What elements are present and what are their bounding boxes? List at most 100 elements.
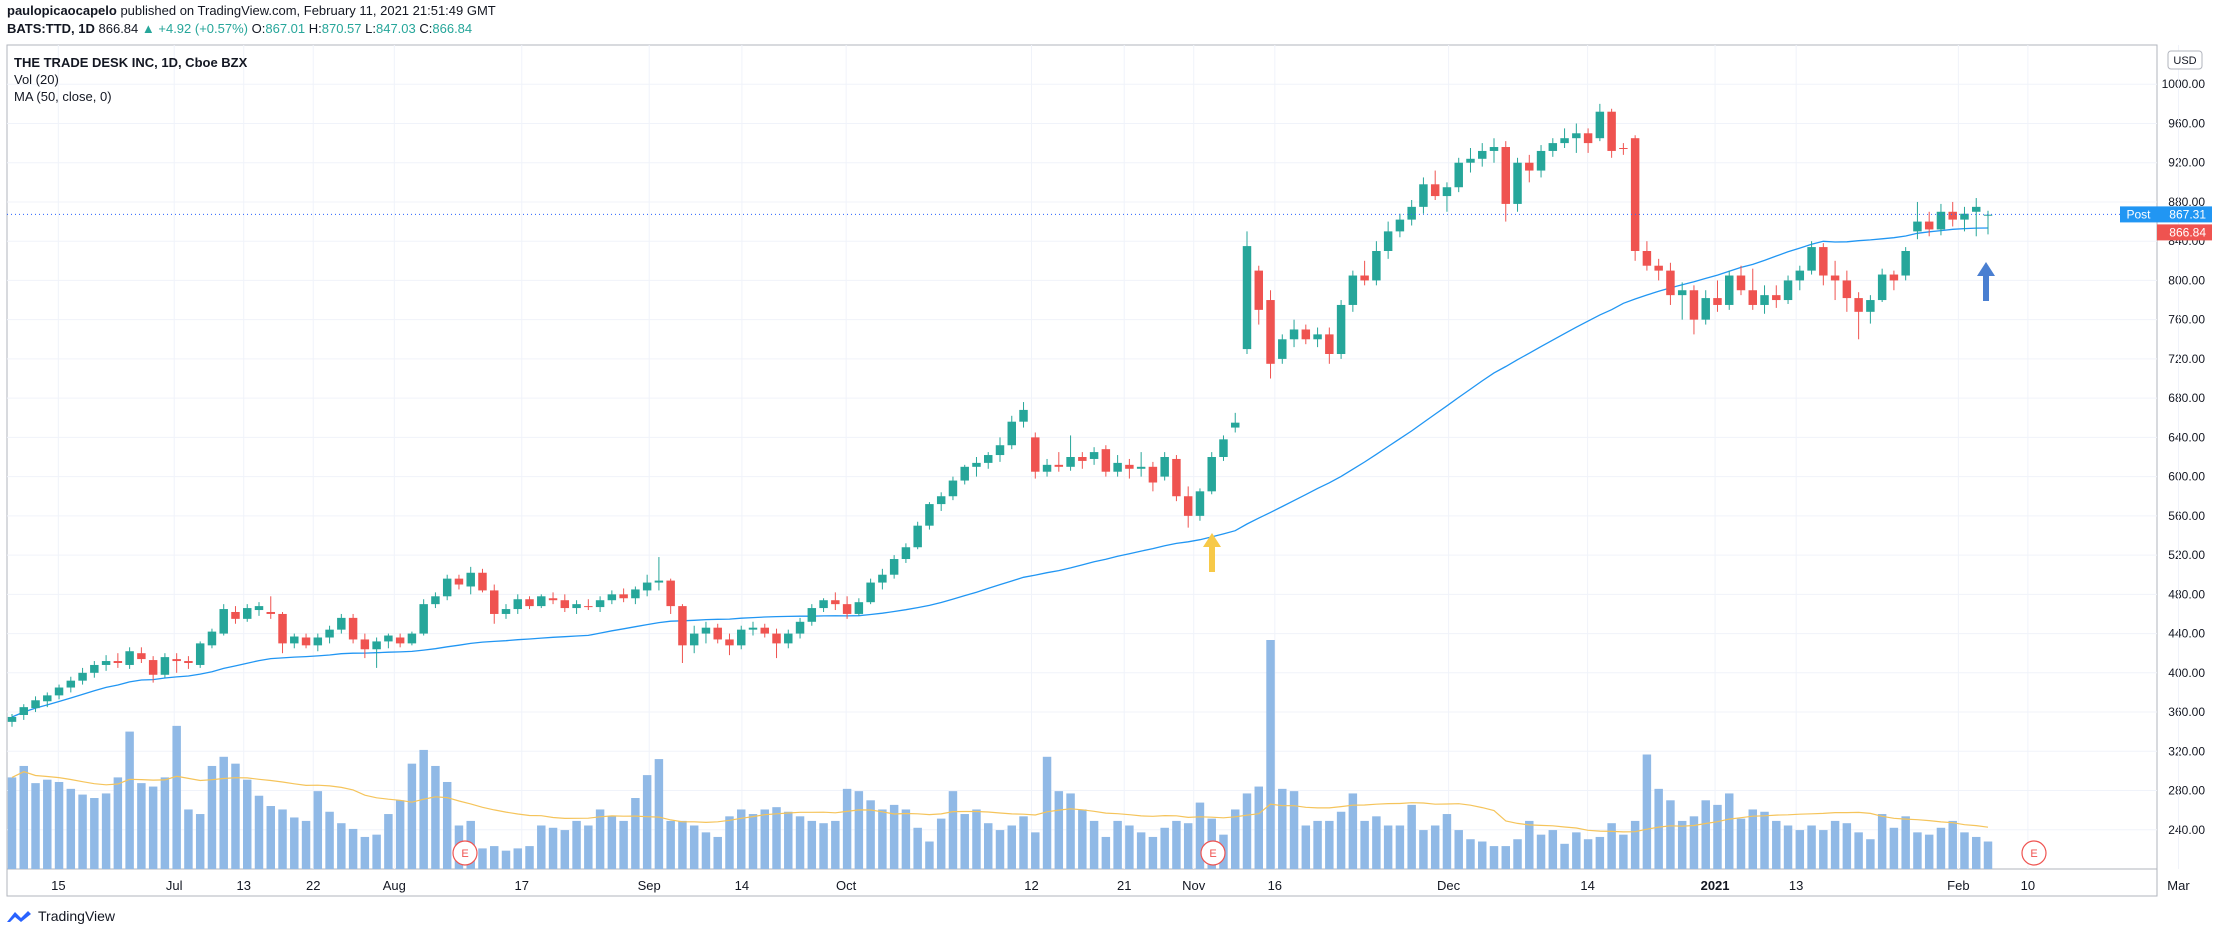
- candle-body: [348, 617, 358, 640]
- volume-bar: [1960, 832, 1969, 869]
- candle-body: [31, 700, 40, 709]
- candle-body: [1983, 214, 1993, 216]
- volume-bar: [184, 809, 193, 869]
- candle-body: [737, 629, 746, 646]
- candle-body: [219, 609, 228, 634]
- volume-bar: [1560, 843, 1569, 869]
- volume-bar: [125, 731, 134, 869]
- volume-bar: [490, 846, 499, 869]
- volume-bar: [1854, 832, 1863, 869]
- candle-body: [184, 661, 193, 663]
- price-tick-label: 360.00: [2168, 705, 2205, 719]
- volume-bar: [1301, 825, 1311, 869]
- volume-bar: [1125, 825, 1134, 869]
- price-tick-label: 240.00: [2168, 823, 2205, 837]
- candle-body: [395, 637, 405, 644]
- post-price-badge: [2157, 206, 2212, 223]
- candle-body: [1583, 133, 1593, 144]
- candle-body: [1866, 300, 1875, 312]
- candle-body: [831, 600, 840, 605]
- up-arrow-icon-shaft: [1983, 274, 1989, 301]
- candle-body: [1101, 449, 1111, 472]
- candle-body: [1313, 334, 1322, 340]
- volume-bar: [866, 800, 875, 869]
- volume-bar: [407, 763, 417, 869]
- volume-bar: [207, 765, 217, 869]
- volume-bar: [1760, 811, 1769, 869]
- candle-body: [1642, 251, 1652, 266]
- up-arrow-icon: [1977, 262, 1995, 276]
- volume-bar: [513, 848, 522, 869]
- candle-body: [513, 599, 522, 610]
- candle-body: [572, 604, 581, 609]
- candle-body: [1677, 290, 1687, 296]
- volume-bar: [325, 811, 334, 869]
- time-tick-label: 15: [51, 878, 65, 893]
- candle-body: [1019, 409, 1028, 422]
- footer-brand[interactable]: TradingView: [38, 908, 116, 924]
- candle-body: [1666, 270, 1675, 296]
- candle-body: [1783, 280, 1793, 301]
- volume-bar: [290, 817, 299, 869]
- candle-body: [1713, 298, 1722, 305]
- candle-body: [160, 657, 170, 675]
- volume-bar: [78, 794, 87, 869]
- volume-bar: [442, 781, 452, 869]
- earnings-marker: [2021, 840, 2047, 866]
- volume-bar: [1725, 793, 1734, 869]
- volume-bar: [1877, 814, 1887, 869]
- volume-bar: [137, 783, 146, 869]
- volume-bar: [642, 775, 652, 869]
- candle-body: [490, 590, 499, 614]
- author-name[interactable]: paulopicaocapelo: [7, 3, 117, 18]
- candle-body: [1572, 133, 1581, 139]
- candle-body: [619, 594, 628, 599]
- candle-body: [1160, 457, 1169, 477]
- candle-body: [1501, 147, 1510, 204]
- price-tick-label: 720.00: [2168, 352, 2205, 366]
- legend-moving-average[interactable]: MA (50, close, 0): [14, 89, 112, 104]
- candle-body: [431, 596, 440, 605]
- volume-bar: [1054, 791, 1064, 869]
- candle-body: [231, 611, 240, 619]
- volume-bar: [772, 807, 781, 869]
- volume-bar: [1572, 832, 1581, 869]
- volume-bar: [1936, 827, 1946, 869]
- candle-body: [1172, 458, 1181, 497]
- candle-body: [1489, 147, 1499, 151]
- symbol-label: BATS:TTD, 1D: [7, 21, 95, 36]
- candle-body: [1407, 206, 1416, 220]
- volume-bar: [148, 786, 158, 869]
- candle-body: [1877, 274, 1887, 301]
- candle-body: [1454, 162, 1463, 188]
- close-price-badge: [2157, 224, 2212, 241]
- volume-bar: [1866, 839, 1875, 869]
- time-tick-label: 14: [735, 878, 749, 893]
- post-price-label: 867.31: [2169, 207, 2206, 221]
- volume-bar: [960, 814, 969, 869]
- candle-body: [866, 582, 875, 603]
- price-tick-label: 600.00: [2168, 470, 2205, 484]
- candle-body: [478, 572, 487, 591]
- volume-bar: [266, 806, 275, 869]
- candle-body: [1830, 275, 1840, 281]
- candle-body: [1619, 148, 1628, 149]
- price-tick-label: 880.00: [2168, 195, 2205, 209]
- volume-bar: [1148, 836, 1158, 869]
- candle-body: [1078, 457, 1087, 461]
- volume-bar: [560, 830, 570, 869]
- candle-body: [925, 504, 934, 526]
- volume-bar: [678, 820, 687, 869]
- time-tick-label: 2021: [1701, 878, 1730, 893]
- candle-body: [525, 599, 534, 607]
- volume-bar: [595, 809, 605, 869]
- candle-body: [1207, 457, 1216, 492]
- volume-bar: [1313, 820, 1322, 869]
- candle-body: [1701, 298, 1710, 320]
- legend-volume[interactable]: Vol (20): [14, 72, 59, 87]
- publish-timestamp: published on TradingView.com, February 1…: [120, 3, 496, 18]
- candle-body: [1325, 334, 1334, 354]
- volume-bar: [984, 823, 993, 869]
- volume-bar: [1266, 640, 1275, 869]
